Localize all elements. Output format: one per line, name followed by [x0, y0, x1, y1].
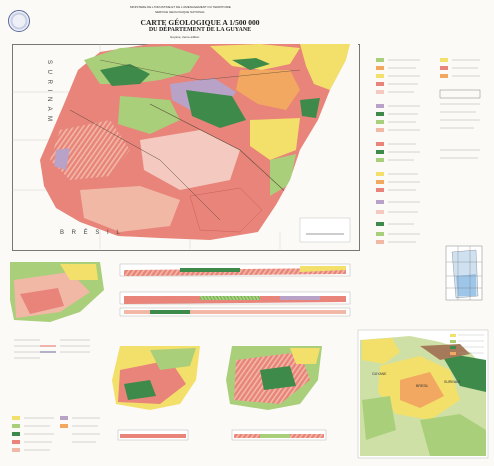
small-map-middle-1 — [112, 346, 200, 410]
ministry-seal-icon — [8, 10, 30, 32]
legend-column — [376, 58, 481, 244]
bottom-left-legend — [12, 416, 100, 452]
label-suriname: S U R I N A M — [46, 60, 52, 124]
service-line: SERVICE GEOLOGIQUE NATIONAL — [155, 10, 205, 14]
inset-legend — [450, 334, 484, 355]
map-title: CARTE GÉOLOGIQUE A 1/500 000 — [140, 18, 260, 27]
main-geology-landmass — [40, 44, 350, 240]
inset-label-bresil: BRESIL — [416, 384, 429, 388]
cross-sections — [117, 263, 351, 441]
inset-label-guyane: GUYANE — [372, 372, 387, 376]
map-scale-box — [299, 217, 351, 243]
small-map-left — [10, 262, 104, 322]
label-bresil: B R É S I L — [60, 230, 123, 236]
sheet-index-grid — [445, 245, 483, 301]
inset-label-surinam: SURINAM — [444, 380, 461, 384]
inset-map — [357, 329, 489, 459]
ocean-area — [258, 44, 358, 232]
mid-left-legend — [14, 339, 90, 359]
ministry-line: MINISTERE DE L'INDUSTRIE ET DE L'AMENAGE… — [130, 5, 231, 9]
map-subtitle: DU DÉPARTEMENT DE LA GUYANE — [148, 27, 252, 33]
small-map-middle-2 — [226, 346, 322, 410]
map-edition: Guyane, 2eme édition — [170, 35, 200, 39]
